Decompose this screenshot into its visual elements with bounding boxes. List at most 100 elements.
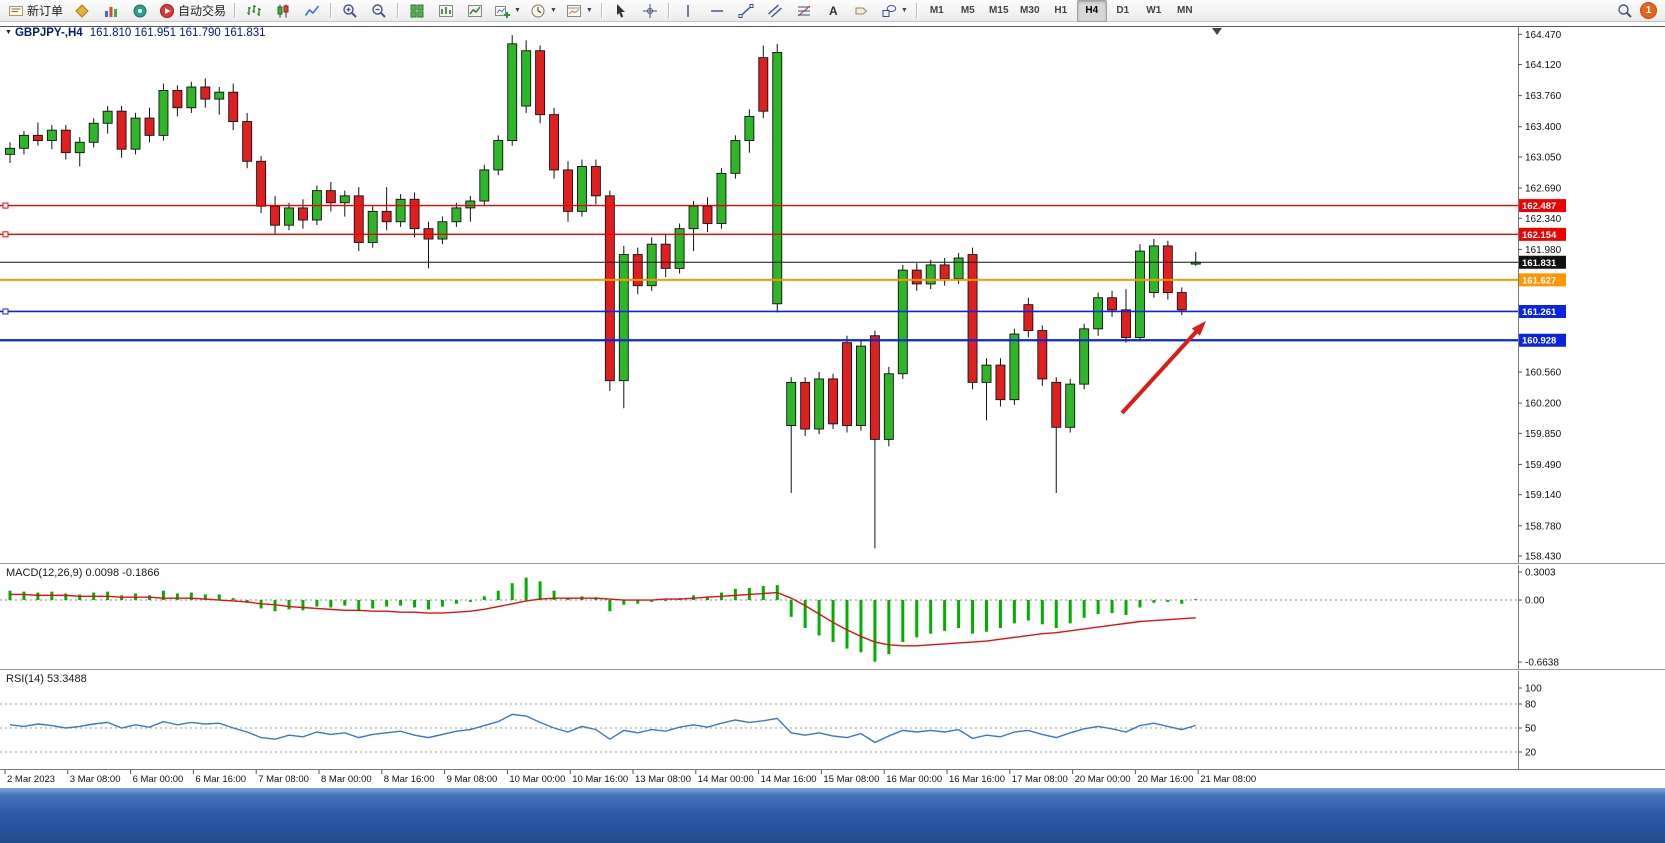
timeframe-button-m30[interactable]: M30 xyxy=(1020,5,1040,16)
price-axis-label: 163.400 xyxy=(1525,122,1562,133)
price-axis: 164.470 164.120 163.760 163.400 163.050 162.6… xyxy=(1518,30,1566,563)
crosshair-button[interactable] xyxy=(636,0,664,22)
cursor-button[interactable] xyxy=(607,0,635,22)
macd-histogram xyxy=(8,577,1198,662)
macd-axis-label: -0.6638 xyxy=(1525,658,1559,669)
shapes-tool-button[interactable]: ▼ xyxy=(877,0,912,22)
macd-signal-line xyxy=(10,591,1196,647)
ohlc-values: 161.810 161.951 161.790 161.831 xyxy=(89,27,266,39)
symbols-button[interactable] xyxy=(68,0,96,22)
new-order-button[interactable]: 新订单 xyxy=(4,0,67,22)
search-icon xyxy=(1618,3,1632,18)
dropdown-arrow-icon: ▼ xyxy=(900,7,908,14)
trendline-tool-button[interactable] xyxy=(732,0,760,22)
channel-tool-button[interactable] xyxy=(761,0,789,22)
timeframe-button-d1[interactable]: D1 xyxy=(1116,5,1130,16)
price-badge xyxy=(1519,199,1566,213)
vertical-line-tool-button[interactable] xyxy=(674,0,702,22)
rsi-pane: 100 80 50 20 xyxy=(0,684,1542,759)
dropdown-arrow-icon: ▼ xyxy=(549,7,557,14)
arrange-horizontal-button[interactable] xyxy=(432,0,460,22)
timeframe-button-m5[interactable]: M5 xyxy=(960,5,975,16)
bar-chart-mode-button[interactable] xyxy=(240,0,268,22)
price-badge xyxy=(1519,227,1566,241)
navigator-button[interactable] xyxy=(126,0,154,22)
price-badge xyxy=(1519,273,1566,287)
timeframe-button-m1[interactable]: M1 xyxy=(929,5,944,16)
candlesticks xyxy=(5,35,1201,549)
clock-icon xyxy=(531,4,545,17)
macd-axis: 0.3003 0.00 -0.6638 xyxy=(1518,568,1559,669)
rsi-axis-label: 100 xyxy=(1525,684,1542,695)
time-axis-label: 14 Mar 00:00 xyxy=(698,774,754,785)
label-tool-button[interactable] xyxy=(848,0,876,22)
symbols-icon xyxy=(75,3,89,18)
time-axis-label: 21 Mar 08:00 xyxy=(1200,774,1256,785)
price-level-lines[interactable] xyxy=(0,202,1518,342)
time-axis-label: 7 Mar 08:00 xyxy=(258,774,309,785)
chart-window: 164.470 164.120 163.760 163.400 163.050 162.6… xyxy=(0,22,1665,788)
price-axis-label: 164.120 xyxy=(1525,60,1562,71)
tile-windows-button[interactable] xyxy=(403,0,431,22)
time-axis-label: 10 Mar 00:00 xyxy=(509,774,565,785)
time-axis-label: 13 Mar 08:00 xyxy=(635,774,691,785)
timeframe-button-h1[interactable]: H1 xyxy=(1054,5,1068,16)
notification-badge[interactable]: 1 xyxy=(1640,2,1657,19)
arrange-vertical-button[interactable] xyxy=(461,0,489,22)
chart-shift-marker xyxy=(1212,28,1222,35)
rsi-axis-label: 20 xyxy=(1525,748,1537,759)
trend-arrow-annotation[interactable] xyxy=(1120,321,1206,415)
periods-button[interactable]: ▼ xyxy=(526,0,561,22)
arrange-horizontal-icon xyxy=(439,4,454,17)
dropdown-arrow-icon: ▼ xyxy=(585,7,593,14)
chart-canvas[interactable]: 164.470 164.120 163.760 163.400 163.050 162.6… xyxy=(0,22,1665,788)
toolbar-separator xyxy=(397,3,400,18)
collapse-triangle-icon[interactable]: ▼ xyxy=(5,29,12,36)
bar-chart-icon xyxy=(247,4,262,16)
price-axis-label: 162.690 xyxy=(1525,184,1562,195)
price-badge-label: 161.831 xyxy=(1522,258,1557,269)
market-watch-icon xyxy=(105,6,118,17)
candlestick-mode-button[interactable] xyxy=(269,0,297,22)
line-handle[interactable] xyxy=(2,231,9,238)
horizontal-line-tool-button[interactable] xyxy=(703,0,731,22)
new-chart-icon xyxy=(495,5,511,18)
market-watch-button[interactable] xyxy=(97,0,125,22)
auto-trading-button[interactable]: 自动交易 xyxy=(155,0,230,22)
timeframe-button-mn[interactable]: MN xyxy=(1177,5,1193,16)
time-axis-label: 3 Mar 08:00 xyxy=(70,774,121,785)
search-button[interactable] xyxy=(1611,0,1639,22)
zoom-out-button[interactable] xyxy=(365,0,393,22)
new-chart-button[interactable]: ▼ xyxy=(490,0,525,22)
zoom-in-button[interactable] xyxy=(336,0,364,22)
main-toolbar: 新订单 自动交易 xyxy=(0,0,1665,22)
line-chart-mode-button[interactable] xyxy=(298,0,326,22)
macd-indicator-label: MACD(12,26,9) 0.0098 -0.1866 xyxy=(6,567,160,579)
time-axis-label: 15 Mar 08:00 xyxy=(823,774,879,785)
price-badge xyxy=(1519,304,1566,318)
time-axis-label: 2 Mar 2023 xyxy=(7,774,55,785)
timeframe-button-h4[interactable]: H4 xyxy=(1076,0,1107,22)
price-badge-label: 161.261 xyxy=(1522,307,1557,318)
macd-axis-label: 0.3003 xyxy=(1525,568,1556,579)
timeframe-button-w1[interactable]: W1 xyxy=(1146,5,1162,16)
rsi-line xyxy=(9,713,1196,744)
text-tool-button[interactable]: A xyxy=(819,0,847,22)
templates-button[interactable]: ▼ xyxy=(562,0,597,22)
arrange-vertical-icon xyxy=(468,4,483,17)
line-handle[interactable] xyxy=(2,308,9,315)
price-axis-label: 161.980 xyxy=(1525,245,1562,256)
time-axis-label: 16 Mar 00:00 xyxy=(886,774,942,785)
fibonacci-tool-button[interactable] xyxy=(790,0,818,22)
timeframe-button-m15[interactable]: M15 xyxy=(989,5,1009,16)
line-handle[interactable] xyxy=(2,202,9,209)
auto-trading-label: 自动交易 xyxy=(178,4,227,18)
price-badge-label: 161.627 xyxy=(1522,275,1556,286)
chart-title: ▼ GBPJPY-,H4 161.810 161.951 161.790 161.8… xyxy=(5,27,266,39)
time-axis-label: 20 Mar 16:00 xyxy=(1137,774,1193,785)
time-axis-label: 14 Mar 16:00 xyxy=(761,774,817,785)
horizontal-line-icon xyxy=(710,9,723,12)
macd-axis-label: 0.00 xyxy=(1525,596,1545,607)
price-axis-label: 163.050 xyxy=(1525,152,1562,163)
shapes-icon xyxy=(882,4,897,17)
